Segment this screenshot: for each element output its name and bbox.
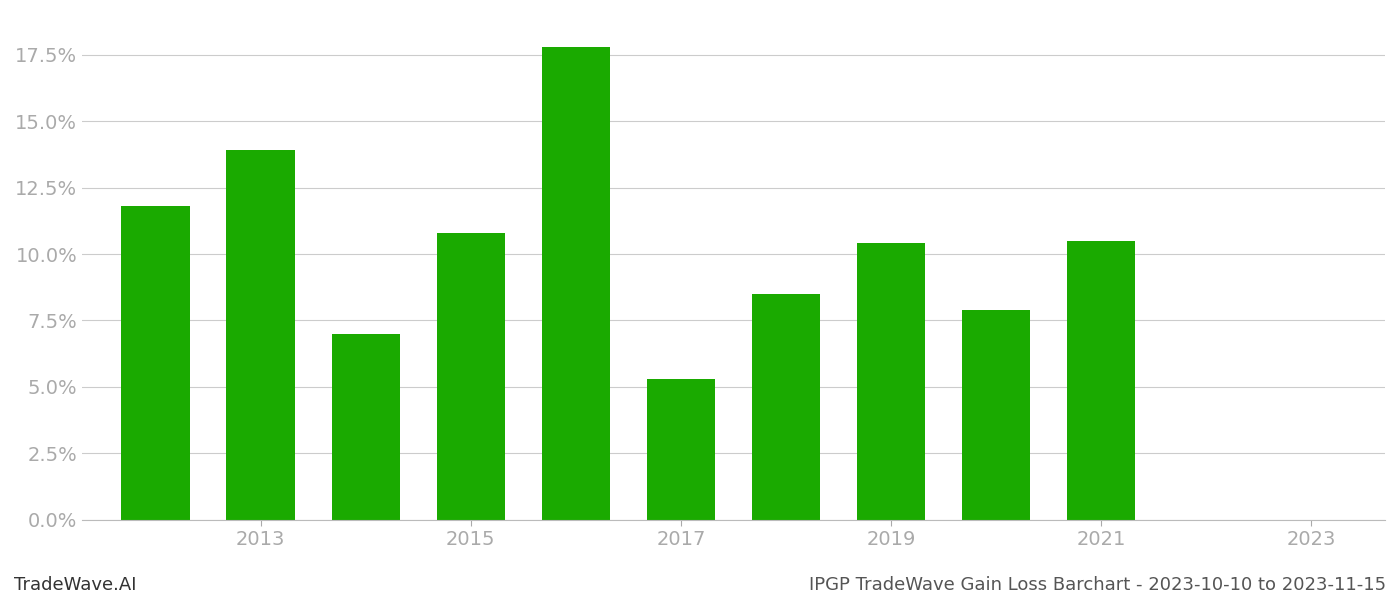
Bar [857,244,925,520]
Bar [647,379,715,520]
Bar [332,334,400,520]
Bar [122,206,189,520]
Bar [1067,241,1135,520]
Bar [437,233,505,520]
Bar [542,47,610,520]
Bar [752,294,820,520]
Bar [962,310,1030,520]
Bar [227,151,295,520]
Text: IPGP TradeWave Gain Loss Barchart - 2023-10-10 to 2023-11-15: IPGP TradeWave Gain Loss Barchart - 2023… [809,576,1386,594]
Text: TradeWave.AI: TradeWave.AI [14,576,137,594]
